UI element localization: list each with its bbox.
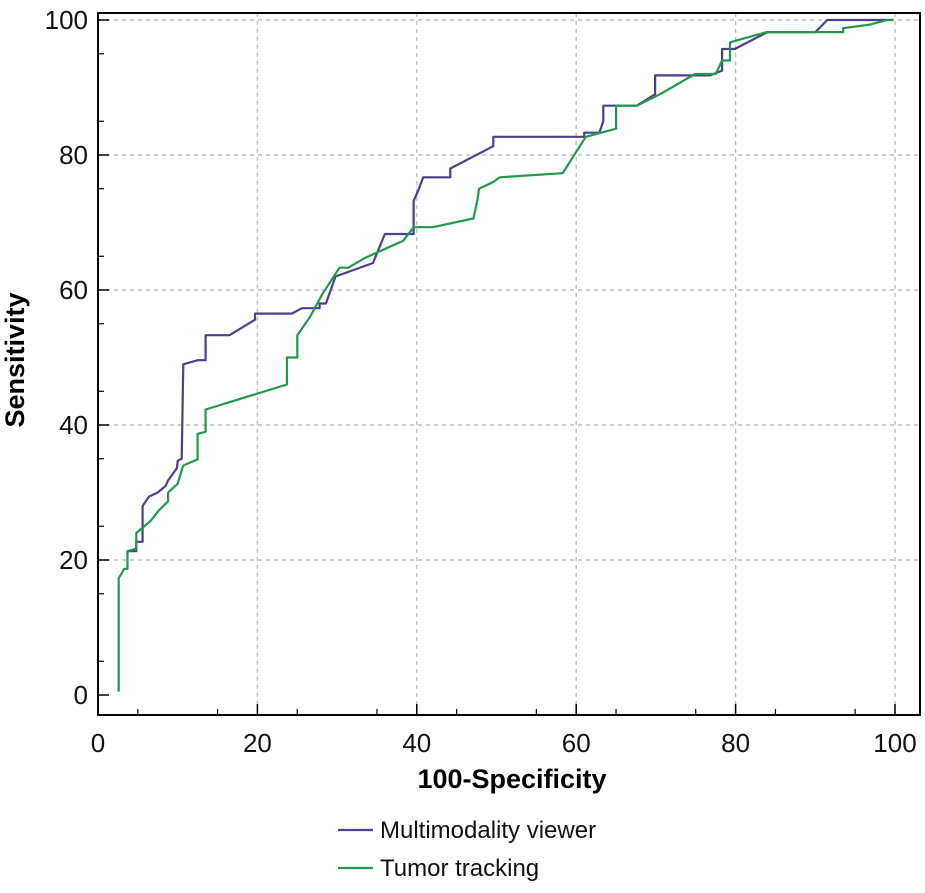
grid-lines — [98, 13, 920, 715]
x-tick-label: 20 — [243, 728, 272, 758]
y-axis-title: Sensitivity — [0, 292, 30, 427]
y-tick-labels: 0 20 40 60 80 100 — [45, 5, 88, 710]
series-layer — [117, 18, 894, 692]
legend-label: Tumor tracking — [380, 855, 539, 882]
y-tick-label: 20 — [59, 545, 88, 575]
minor-ticks — [97, 19, 896, 715]
y-tick-label: 60 — [59, 275, 88, 305]
legend: Multimodality viewer Tumor tracking — [338, 817, 596, 882]
x-tick-label: 60 — [562, 728, 591, 758]
y-tick-label: 80 — [59, 140, 88, 170]
y-tick-label: 40 — [59, 410, 88, 440]
x-tick-label: 40 — [402, 728, 431, 758]
y-tick-label: 0 — [74, 680, 88, 710]
x-axis-title: 100-Specificity — [417, 764, 606, 794]
x-tick-label: 80 — [721, 728, 750, 758]
series-line-multimodality-viewer — [126, 18, 894, 556]
x-tick-label: 100 — [873, 728, 916, 758]
x-tick-label: 0 — [91, 728, 105, 758]
legend-label: Multimodality viewer — [380, 817, 596, 844]
plot-frame — [97, 12, 921, 716]
y-tick-label: 100 — [45, 5, 88, 35]
series-line-tumor-tracking — [117, 18, 894, 692]
x-tick-labels: 0 20 40 60 80 100 — [91, 728, 917, 758]
